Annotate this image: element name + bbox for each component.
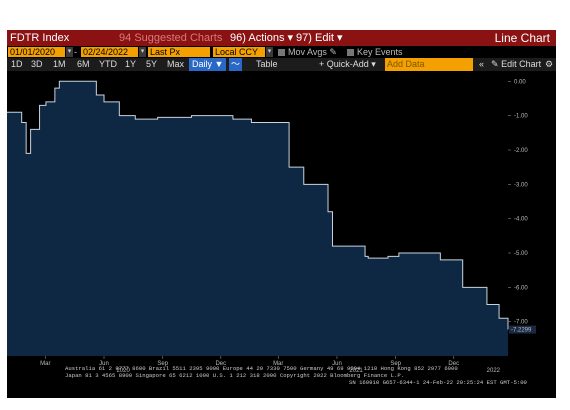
range-button[interactable]: 3D: [31, 59, 43, 69]
x-tick-label: Sep: [157, 361, 168, 367]
calendar-icon[interactable]: ▾: [139, 47, 146, 57]
chevron-down-icon: ▾: [337, 32, 343, 44]
frequency-select[interactable]: Daily ▼: [189, 58, 227, 71]
suggested-number: 94: [119, 32, 132, 44]
suggested-label: Suggested Charts: [134, 32, 223, 44]
ticker-field[interactable]: FDTR Index: [10, 32, 70, 44]
title-bar: FDTR Index 94 Suggested Charts 96) Actio…: [7, 30, 556, 46]
range-button[interactable]: 1M: [53, 59, 66, 69]
series-line: [7, 80, 509, 330]
x-tick-label: Dec: [215, 361, 226, 367]
mov-avgs-toggle[interactable]: Mov Avgs ✎: [278, 46, 337, 58]
pencil-icon[interactable]: ✎: [329, 47, 337, 57]
y-tick-label: -4.00: [514, 217, 528, 223]
input-bar: 01/01/2020 ▾ - 02/24/2022 ▾ Last Px Loca…: [7, 46, 556, 58]
key-events-label: Key Events: [357, 47, 403, 57]
actions-number: 96: [230, 32, 243, 44]
actions-menu[interactable]: 96) Actions ▾: [230, 32, 294, 44]
actions-label: Actions: [248, 32, 285, 44]
chart-toolbar: 1D 3D 1M 6M YTD 1Y 5Y Max Daily ▼ 〜 Tabl…: [7, 58, 556, 71]
x-tick-label: Dec: [448, 361, 459, 367]
y-tick-label: -1.00: [514, 114, 528, 120]
calendar-icon[interactable]: ▾: [66, 47, 73, 57]
gear-icon[interactable]: ⚙: [545, 59, 554, 69]
x-tick-label: Sep: [390, 361, 401, 367]
edit-label: Edit: [314, 32, 334, 44]
edit-chart-label: Edit Chart: [501, 59, 542, 69]
range-button[interactable]: YTD: [99, 59, 117, 69]
range-button[interactable]: 1Y: [125, 59, 137, 69]
y-tick-label: -7.00: [514, 320, 528, 326]
last-value-marker: [509, 325, 536, 334]
quick-add-label: + Quick-Add: [319, 59, 369, 69]
y-tick-label: 0.00: [514, 79, 526, 85]
quick-add-button[interactable]: + Quick-Add ▾: [319, 59, 376, 69]
edit-number: 97: [296, 32, 309, 44]
field-select[interactable]: Last Px: [148, 47, 210, 57]
x-year-label: 2020: [116, 368, 130, 374]
x-tick-label: Mar: [273, 361, 283, 367]
line-style-icon[interactable]: 〜: [229, 58, 242, 71]
date-separator: -: [74, 47, 77, 57]
chevron-down-icon: ▾: [287, 32, 294, 44]
footer-line: Australia 61 2 9777 8600 Brazil 5511 239…: [65, 365, 458, 372]
checkbox-icon: [278, 49, 285, 56]
series-area: [7, 81, 508, 356]
edit-menu[interactable]: 97) Edit ▾: [296, 32, 343, 44]
start-date-field[interactable]: 01/01/2020: [8, 47, 65, 57]
range-button[interactable]: Max: [167, 59, 185, 69]
end-date-field[interactable]: 02/24/2022: [81, 47, 138, 57]
footer-line: SN 169910 G657-6344-1 24-Feb-22 20:25:24…: [349, 379, 528, 386]
frequency-label: Daily: [192, 59, 213, 69]
last-value-label: -7.2299: [511, 328, 532, 334]
y-tick-label: -5.00: [514, 251, 528, 257]
x-year-label: 2021: [349, 368, 363, 374]
collapse-icon[interactable]: «: [479, 59, 485, 69]
edit-chart-button[interactable]: ✎ Edit Chart: [491, 58, 541, 71]
mov-avgs-label: Mov Avgs: [288, 47, 327, 57]
checkbox-icon: [347, 49, 354, 56]
suggested-charts-button[interactable]: 94 Suggested Charts: [119, 30, 222, 46]
chevron-down-icon[interactable]: ▾: [266, 47, 273, 57]
range-button[interactable]: 1D: [11, 59, 23, 69]
currency-select[interactable]: Local CCY: [213, 47, 265, 57]
pencil-icon: ✎: [491, 59, 499, 69]
y-tick-label: -6.00: [514, 285, 528, 291]
table-button[interactable]: Table: [256, 59, 278, 69]
bloomberg-chart-window: FDTR Index 94 Suggested Charts 96) Actio…: [7, 30, 556, 398]
y-tick-label: -3.00: [514, 182, 528, 188]
x-tick-label: Jun: [332, 361, 342, 367]
range-button[interactable]: 5Y: [146, 59, 158, 69]
footer-line: Japan 81 3 4565 8900 Singapore 65 6212 1…: [65, 372, 404, 379]
range-button[interactable]: 6M: [77, 59, 90, 69]
x-tick-label: Mar: [40, 361, 50, 367]
add-data-input[interactable]: Add Data: [385, 58, 473, 71]
x-year-label: 2022: [487, 368, 501, 374]
chart-plot: -7.2299 Mar Jun Sep Dec Mar Jun Sep Dec 2020 2021…: [7, 79, 536, 386]
chart-type-title: Line Chart: [494, 31, 550, 45]
key-events-toggle[interactable]: Key Events: [347, 46, 403, 58]
y-tick-label: -2.00: [514, 148, 528, 154]
x-tick-label: Jun: [99, 361, 109, 367]
